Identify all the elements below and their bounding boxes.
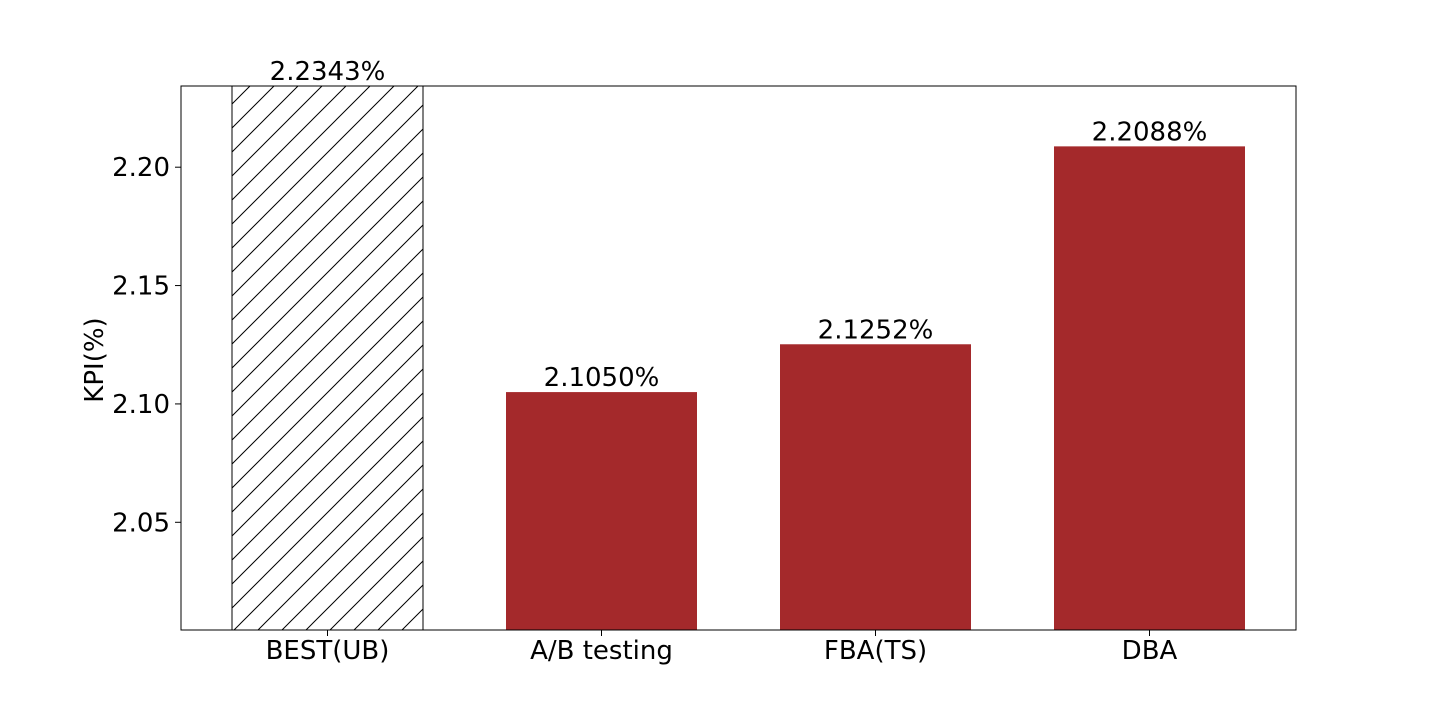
y-tick-label: 2.05 xyxy=(112,508,170,538)
data-label-fba-ts: 2.1252% xyxy=(818,315,934,345)
x-tick-label-dba: DBA xyxy=(1122,636,1178,666)
data-label-dba: 2.2088% xyxy=(1092,117,1208,147)
x-tick-label-a-b-testing: A/B testing xyxy=(530,636,673,666)
bar-a-b-testing xyxy=(506,392,697,630)
bar-dba xyxy=(1054,146,1245,630)
data-label-a-b-testing: 2.1050% xyxy=(544,363,660,393)
bar-best-ub xyxy=(231,85,424,631)
plot-area: 2.2343% BEST(UB) 2.1050% A/B testing 2.1252%… xyxy=(112,57,1297,666)
x-tick-label-best-ub: BEST(UB) xyxy=(266,636,390,666)
bar-fba-ts xyxy=(780,344,971,630)
y-tick-label: 2.15 xyxy=(112,272,170,302)
y-tick-label: 2.20 xyxy=(112,153,170,183)
y-tick-label: 2.10 xyxy=(112,390,170,420)
data-label-best-ub: 2.2343% xyxy=(270,57,386,87)
x-tick-label-fba-ts: FBA(TS) xyxy=(824,636,927,666)
axes-frame xyxy=(180,85,1297,631)
y-axis-label: KPI(%) xyxy=(80,317,110,402)
